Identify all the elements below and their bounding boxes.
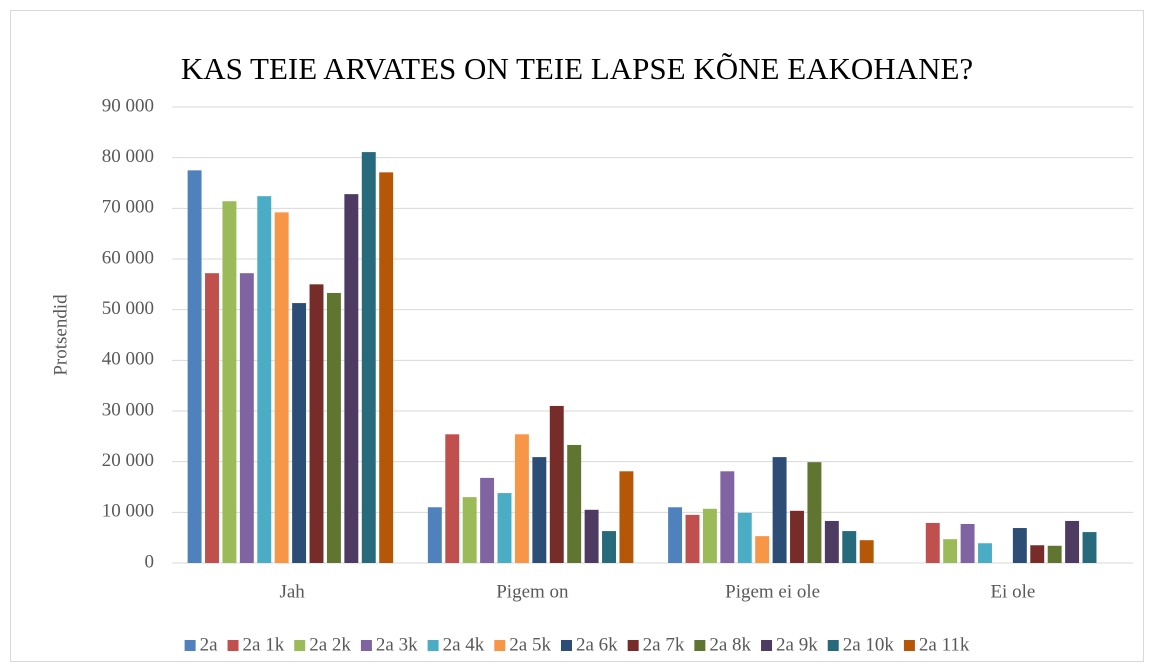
bar	[978, 543, 992, 563]
bar	[480, 477, 495, 563]
bar	[584, 509, 599, 563]
bar	[427, 507, 442, 563]
x-tick-label: Jah	[279, 581, 305, 602]
bar	[497, 493, 512, 563]
bar	[567, 444, 582, 563]
bar	[1047, 545, 1062, 563]
y-tick-label: 10 000	[102, 501, 154, 522]
y-tick-label: 0	[145, 551, 155, 572]
bar	[1030, 545, 1045, 563]
bar	[790, 510, 804, 563]
bar	[960, 523, 975, 563]
bar	[445, 434, 460, 563]
legend-swatch	[184, 640, 196, 651]
bar	[737, 512, 752, 563]
bar	[925, 522, 940, 563]
legend-swatch	[560, 640, 572, 651]
bar	[1065, 520, 1080, 563]
legend-label: 2a 2k	[309, 634, 351, 655]
bar	[344, 194, 359, 563]
legend-label: 2a 9k	[776, 634, 818, 655]
chart-title: KAS TEIE ARVATES ON TEIE LAPSE KÕNE EAKO…	[181, 51, 973, 86]
legend-swatch	[227, 640, 239, 651]
bar	[619, 471, 634, 563]
bar	[702, 508, 717, 563]
y-tick-label: 60 000	[102, 247, 154, 268]
legend-label: 2a 5k	[509, 634, 551, 655]
bar	[257, 196, 272, 563]
legend-label: 2a 6k	[576, 634, 618, 655]
bar	[187, 170, 202, 564]
bar	[807, 462, 822, 563]
legend-swatch	[427, 640, 439, 651]
bar	[514, 434, 529, 563]
bar	[668, 507, 683, 563]
bar	[824, 520, 839, 563]
bar	[274, 212, 289, 564]
bar	[532, 457, 547, 563]
legend-swatch	[827, 640, 839, 651]
bar	[943, 539, 958, 563]
legend-label: 2a 8k	[709, 634, 751, 655]
bar	[1082, 532, 1097, 563]
legend-swatch	[761, 640, 773, 651]
x-tick-label: Pigem ei ole	[725, 581, 820, 602]
bar	[222, 201, 237, 564]
y-tick-label: 20 000	[102, 450, 154, 471]
y-axis-label: Protsendid	[50, 294, 71, 376]
bar	[292, 303, 307, 563]
bar	[602, 531, 616, 563]
legend-label: 2a	[200, 634, 219, 655]
legend-label: 2a 11k	[919, 634, 970, 655]
bar	[1012, 528, 1027, 563]
y-tick-label: 90 000	[102, 95, 154, 116]
legend-swatch	[694, 640, 706, 651]
bar	[859, 540, 874, 563]
legend-swatch	[903, 640, 915, 651]
x-tick-label: Ei ole	[990, 581, 1035, 602]
legend-swatch	[294, 640, 306, 651]
legend-label: 2a 7k	[643, 634, 685, 655]
bar	[379, 172, 394, 564]
x-tick-label: Pigem on	[496, 581, 569, 602]
bar	[205, 273, 219, 563]
bar	[361, 152, 376, 564]
bar	[685, 514, 700, 563]
bar	[309, 284, 324, 563]
bar	[842, 531, 857, 563]
bar	[772, 457, 787, 563]
y-tick-label: 80 000	[102, 146, 154, 167]
y-tick-label: 40 000	[102, 349, 154, 370]
legend-label: 2a 1k	[243, 634, 285, 655]
legend-swatch	[627, 640, 639, 651]
y-tick-label: 30 000	[102, 399, 154, 420]
bar	[755, 536, 770, 563]
y-tick-label: 50 000	[102, 298, 154, 319]
bar	[239, 273, 254, 563]
bar	[549, 405, 564, 563]
legend-label: 2a 4k	[443, 634, 485, 655]
legend-label: 2a 10k	[843, 634, 895, 655]
chart-border	[10, 10, 1144, 662]
bar	[720, 471, 735, 563]
legend-swatch	[494, 640, 506, 651]
legend-label: 2a 3k	[376, 634, 418, 655]
legend-swatch	[360, 640, 372, 651]
y-tick-label: 70 000	[102, 197, 154, 218]
bar	[326, 292, 341, 563]
bar	[462, 497, 477, 563]
